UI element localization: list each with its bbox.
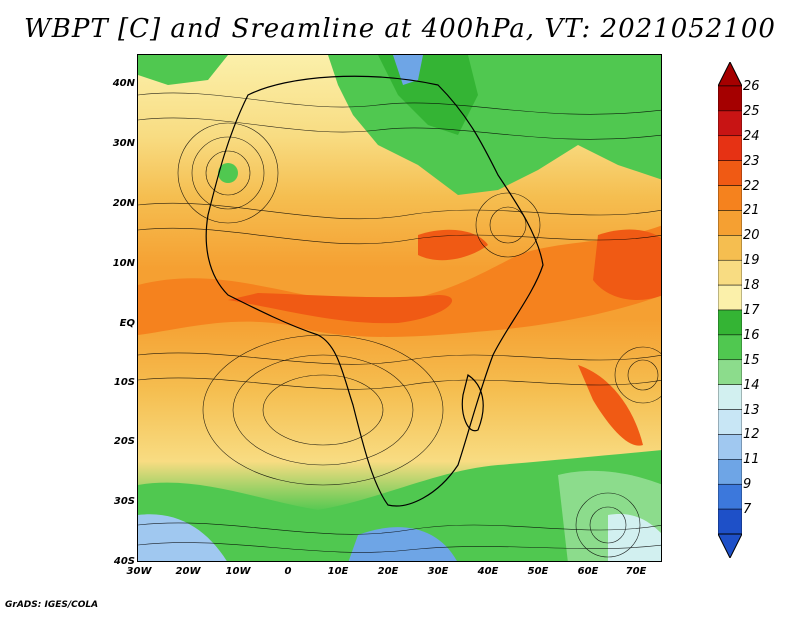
colorbar-label: 11 (743, 452, 760, 468)
colorbar-label: 9 (743, 477, 752, 493)
colorbar-segment (718, 409, 742, 435)
colorbar-segment (718, 384, 742, 410)
colorbar-label: 18 (743, 278, 760, 294)
lon-label-70e: 70E (625, 566, 647, 577)
lat-label-40n: 40N (112, 78, 135, 89)
lat-label-eq: EQ (119, 318, 135, 329)
colorbar-segment (718, 210, 742, 236)
colorbar-label: 12 (743, 427, 760, 443)
colorbar-segment (718, 334, 742, 361)
lat-label-30s: 30S (113, 496, 135, 507)
colorbar-label: 21 (743, 203, 760, 219)
colorbar-label: 19 (743, 253, 760, 269)
lat-label-30n: 30N (112, 138, 135, 149)
colorbar-label: 20 (743, 228, 760, 244)
colorbar-segment (718, 110, 742, 137)
lon-label-50e: 50E (527, 566, 549, 577)
map-field (138, 55, 661, 561)
colorbar-label: 17 (743, 303, 760, 318)
colorbar-segment (718, 284, 742, 311)
map-panel (137, 54, 662, 562)
lon-label-30e: 30E (427, 566, 449, 577)
lon-label-10w: 10W (225, 566, 251, 577)
colorbar-segment (718, 135, 742, 161)
colorbar-label: 7 (743, 502, 752, 518)
lon-label-10e: 10E (327, 566, 349, 577)
lon-label-20w: 20W (175, 566, 201, 577)
colorbar-label: 15 (743, 352, 760, 368)
colorbar-label: 24 (743, 128, 760, 144)
colorbar-arrow-top (718, 62, 742, 87)
colorbar-segment (718, 235, 742, 261)
colorbar-label: 26 (743, 79, 760, 94)
chart-title: WBPT [C] and Sreamline at 400hPa, VT: 20… (24, 14, 776, 44)
lat-label-40s: 40S (113, 556, 135, 567)
colorbar-label: 23 (743, 153, 760, 169)
colorbar-arrow-bottom (718, 533, 742, 558)
lon-label-0: 0 (284, 566, 292, 577)
colorbar-segment (718, 85, 742, 112)
lon-label-40e: 40E (477, 566, 499, 577)
colorbar-segment (718, 309, 742, 336)
colorbar-segment (718, 508, 742, 535)
colorbar-label: 14 (743, 377, 760, 393)
colorbar-label: 25 (743, 103, 760, 119)
colorbar-segment (718, 483, 742, 510)
lat-label-10s: 10S (113, 377, 135, 388)
colorbar-segment (718, 359, 742, 385)
lon-label-30w: 30W (126, 566, 152, 577)
lat-label-20s: 20S (113, 436, 135, 447)
footer-credit: GrADS: IGES/COLA (5, 600, 99, 610)
colorbar-segment (718, 434, 742, 460)
colorbar-label: 22 (743, 178, 760, 194)
lat-label-10n: 10N (112, 258, 135, 269)
colorbar-segment (718, 459, 742, 485)
colorbar-segment (718, 160, 742, 186)
lat-label-20n: 20N (112, 198, 135, 209)
colorbar-label: 16 (743, 327, 760, 343)
colorbar-segment (718, 259, 742, 286)
colorbar-label: 13 (743, 402, 760, 418)
colorbar-segment (718, 185, 742, 211)
lon-label-20e: 20E (377, 566, 399, 577)
lon-label-60e: 60E (577, 566, 599, 577)
colorbar (718, 62, 742, 558)
